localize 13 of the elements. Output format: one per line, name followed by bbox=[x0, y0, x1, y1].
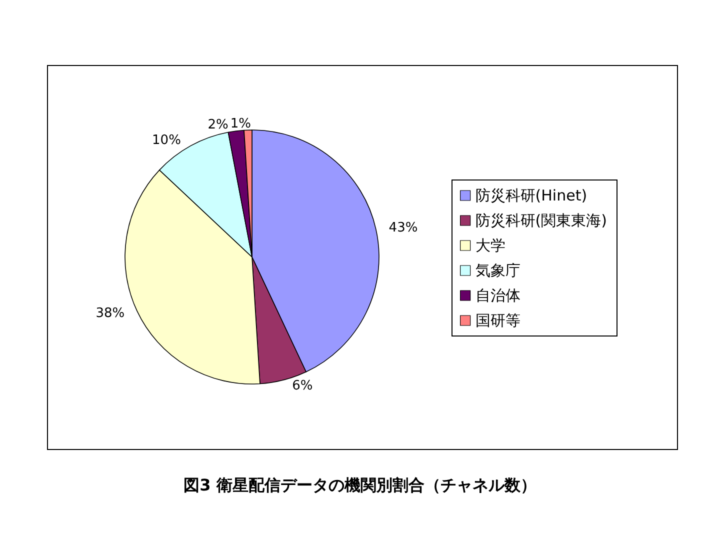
data-label: 2% bbox=[208, 118, 228, 133]
text: 図3 衛星配信データの機関別割合（チャネル数） bbox=[184, 476, 536, 494]
data-label: 10% bbox=[152, 132, 181, 148]
data-label: 1% bbox=[230, 116, 251, 132]
legend-label: 自治体 bbox=[475, 286, 520, 304]
legend-label: 防災科研(関東東海) bbox=[475, 212, 608, 230]
legend-label: 気象庁 bbox=[475, 262, 520, 280]
legend-label: 大学 bbox=[475, 236, 506, 254]
data-label: 43% bbox=[388, 220, 418, 236]
legend-label: 国研等 bbox=[475, 312, 520, 330]
data-label: 6% bbox=[292, 378, 313, 394]
data-label: 38% bbox=[96, 306, 125, 322]
legend-label: 防災科研(Hinet) bbox=[475, 186, 588, 204]
